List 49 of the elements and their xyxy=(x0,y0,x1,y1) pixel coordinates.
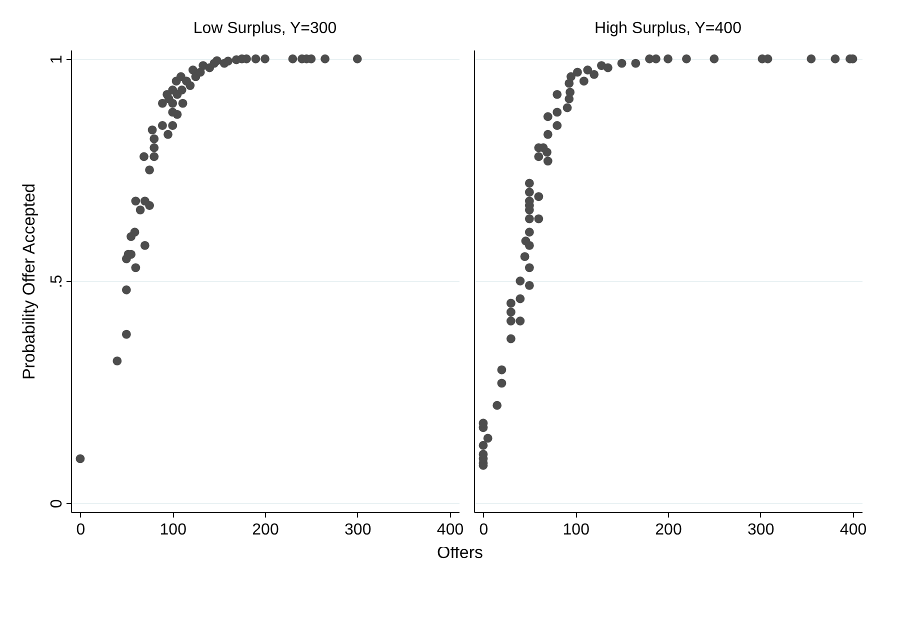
point xyxy=(136,205,145,214)
point xyxy=(131,196,140,206)
point xyxy=(164,130,172,139)
x-tick-label: 400 xyxy=(840,522,867,538)
point xyxy=(145,165,154,174)
point xyxy=(168,108,178,117)
point xyxy=(140,152,148,162)
point xyxy=(112,356,122,366)
point xyxy=(196,68,205,77)
point xyxy=(140,196,150,206)
point xyxy=(168,121,178,130)
point xyxy=(320,54,330,64)
y-axis-title: Probability Offer Accepted xyxy=(20,183,38,380)
point xyxy=(260,54,270,64)
point xyxy=(182,76,191,86)
point xyxy=(288,54,298,64)
point xyxy=(122,330,131,339)
point xyxy=(150,134,159,144)
x-tick-label: 300 xyxy=(748,522,774,538)
point xyxy=(130,228,140,237)
chart-title: Low Surplus, Y=300 xyxy=(193,20,337,37)
point xyxy=(210,58,219,68)
x-tick-label: 0 xyxy=(76,522,86,538)
point xyxy=(168,98,178,108)
point xyxy=(150,143,159,152)
point xyxy=(76,454,85,464)
point xyxy=(224,56,233,66)
point xyxy=(148,126,157,134)
point xyxy=(158,121,167,130)
x-tick-label: 400 xyxy=(436,522,464,538)
x-tick-label: 200 xyxy=(252,522,279,538)
point xyxy=(251,54,260,64)
point xyxy=(177,86,186,94)
point xyxy=(352,54,362,64)
point xyxy=(131,263,140,272)
x-tick-label: 0 xyxy=(479,522,488,538)
x-tick-label: 100 xyxy=(160,522,187,538)
point xyxy=(122,285,131,294)
point xyxy=(140,241,150,250)
y-tick-label: 0 xyxy=(48,499,66,508)
x-tick-label: 200 xyxy=(655,522,682,538)
y-tick-label: .5 xyxy=(48,274,66,288)
x-tick-label: 100 xyxy=(562,522,590,538)
x-tick-label: 300 xyxy=(344,522,372,538)
point xyxy=(178,98,188,108)
point xyxy=(150,152,159,162)
chart-title: High Surplus, Y=400 xyxy=(594,20,742,37)
y-tick-label: 1 xyxy=(48,54,66,64)
point xyxy=(158,98,167,108)
